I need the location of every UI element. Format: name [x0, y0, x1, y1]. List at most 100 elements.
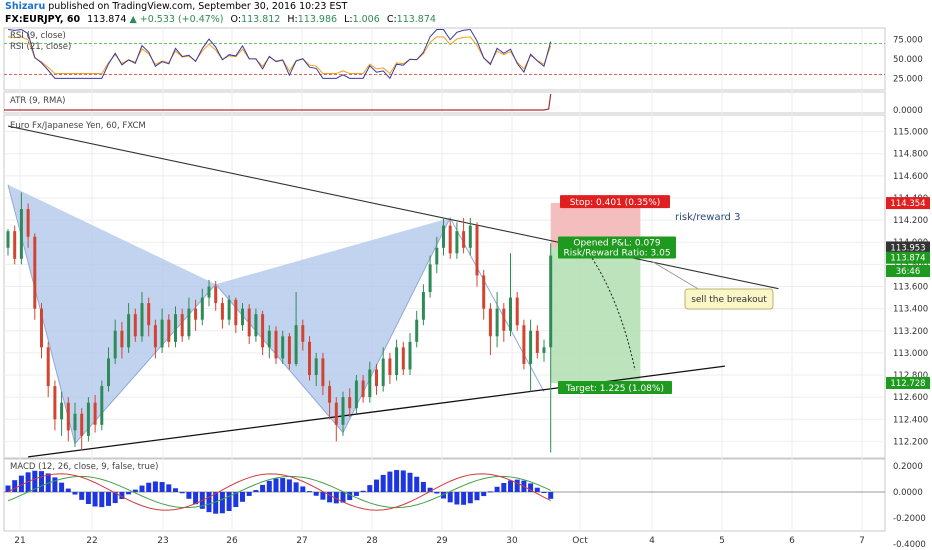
- y-tick-label: 113.400: [893, 305, 928, 315]
- callout-label: sell the breakout: [691, 295, 767, 305]
- low-value: 1.006: [352, 14, 380, 25]
- macd-histogram-bar: [139, 485, 145, 492]
- candle-body: [495, 308, 499, 337]
- candle-body: [401, 347, 405, 370]
- candle-body: [214, 286, 218, 304]
- target-box: [558, 380, 672, 394]
- macd-histogram-bar: [72, 492, 78, 495]
- macd-histogram-bar: [59, 482, 65, 492]
- candle-body: [174, 314, 177, 342]
- macd-tick-label: 0.0000: [893, 488, 923, 498]
- macd-line: [7, 473, 551, 511]
- candle-body: [328, 386, 332, 403]
- macd-histogram-bar: [467, 492, 473, 504]
- x-tick-label: 22: [86, 536, 97, 546]
- rsi-pane-frame: [3, 27, 886, 91]
- x-tick-label: 27: [296, 536, 307, 546]
- current-price-1-tag-label: 113.953: [890, 243, 925, 253]
- x-tick-label: 21: [14, 536, 25, 546]
- projected-move-path: [589, 254, 636, 371]
- candle-body: [40, 308, 43, 348]
- macd-histogram-bar: [434, 492, 440, 494]
- macd-histogram-bar: [333, 492, 339, 504]
- candle-body: [515, 297, 519, 326]
- candle-body: [549, 255, 553, 348]
- candle-body: [381, 358, 385, 387]
- x-tick-label: 7: [859, 536, 865, 546]
- stop-box: [560, 195, 670, 209]
- macd-histogram-bar: [179, 492, 185, 494]
- macd-histogram-bar: [166, 484, 172, 492]
- candle-body: [100, 386, 104, 425]
- author-link[interactable]: Shizaru: [5, 1, 46, 12]
- candle-body: [488, 308, 492, 337]
- candle-body: [294, 325, 298, 364]
- y-tick-label: 114.800: [893, 150, 928, 160]
- candle-body: [113, 330, 117, 359]
- candle-body: [321, 358, 325, 387]
- macd-histogram-bar: [152, 481, 158, 492]
- macd-tick-label: -0.4000: [893, 540, 926, 550]
- callout-box: [684, 288, 774, 310]
- macd-histogram-bar: [92, 492, 98, 507]
- x-tick-label: 6: [789, 536, 795, 546]
- macd-histogram-bar: [226, 492, 232, 512]
- macd-tick-label: 0.2000: [893, 462, 923, 472]
- candle-body: [301, 325, 305, 342]
- harmonic-pattern: [7, 184, 545, 445]
- candle-body: [502, 308, 506, 331]
- macd-histogram-bar: [400, 470, 406, 492]
- high-label: H:: [287, 14, 298, 25]
- macd-histogram-bar: [313, 492, 319, 496]
- rsi21-line: [7, 36, 552, 75]
- macd-histogram-bar: [99, 492, 105, 508]
- current-price-2-tag: [886, 251, 930, 264]
- macd-histogram-bar: [5, 485, 11, 492]
- candle-body: [428, 264, 432, 293]
- macd-histogram-bar: [320, 492, 326, 500]
- candle-body: [334, 402, 338, 425]
- macd-histogram-bar: [353, 492, 359, 496]
- candle-body: [435, 247, 439, 265]
- candlestick-series: [6, 192, 553, 453]
- candle-body: [147, 303, 151, 326]
- macd-histogram-bar: [260, 484, 266, 492]
- macd-histogram-bar: [474, 492, 480, 501]
- macd-histogram-bar: [548, 492, 554, 499]
- y-tick-label: 112.600: [893, 393, 928, 403]
- rsi-tick-label: 25.000: [893, 74, 923, 84]
- candle-body: [234, 299, 238, 326]
- risk-reward-note: risk/reward 3: [675, 212, 740, 223]
- macd-histogram-bar: [508, 480, 513, 492]
- macd-histogram-bar: [487, 491, 493, 493]
- macd-histogram-bar: [206, 492, 212, 513]
- macd-histogram-bar: [420, 481, 426, 492]
- candle-body: [73, 413, 77, 431]
- macd-histogram-bar: [407, 472, 413, 492]
- macd-histogram-bar: [307, 491, 312, 493]
- candle-body: [542, 347, 546, 353]
- pattern-triangle: [215, 217, 451, 433]
- macd-histogram-bar: [367, 485, 373, 492]
- high-value: 113.986: [297, 14, 338, 25]
- last-price: 113.874: [87, 14, 127, 25]
- x-tick-label: Oct: [572, 536, 588, 546]
- candle-body: [281, 336, 285, 359]
- macd-histogram-bar: [380, 474, 386, 492]
- y-tick-label: 114.600: [893, 172, 928, 182]
- candle-body: [468, 225, 472, 248]
- candle-body: [462, 231, 466, 248]
- macd-histogram-bar: [534, 487, 540, 492]
- candle-body: [200, 297, 204, 320]
- macd-histogram-bar: [219, 492, 225, 514]
- macd-histogram-bar: [394, 470, 400, 492]
- opened-pl-label: Opened P&L: 0.079: [573, 238, 661, 248]
- candle-body: [167, 319, 171, 342]
- macd-histogram-bar: [119, 492, 125, 500]
- main-title: Euro Fx/Japanese Yen, 60, FXCM: [10, 121, 146, 131]
- candle-body: [66, 402, 70, 431]
- symbol-label[interactable]: FX:EURJPY, 60: [5, 14, 81, 25]
- candle-body: [341, 397, 345, 425]
- bar-countdown-tag-label: 36:46: [896, 267, 921, 277]
